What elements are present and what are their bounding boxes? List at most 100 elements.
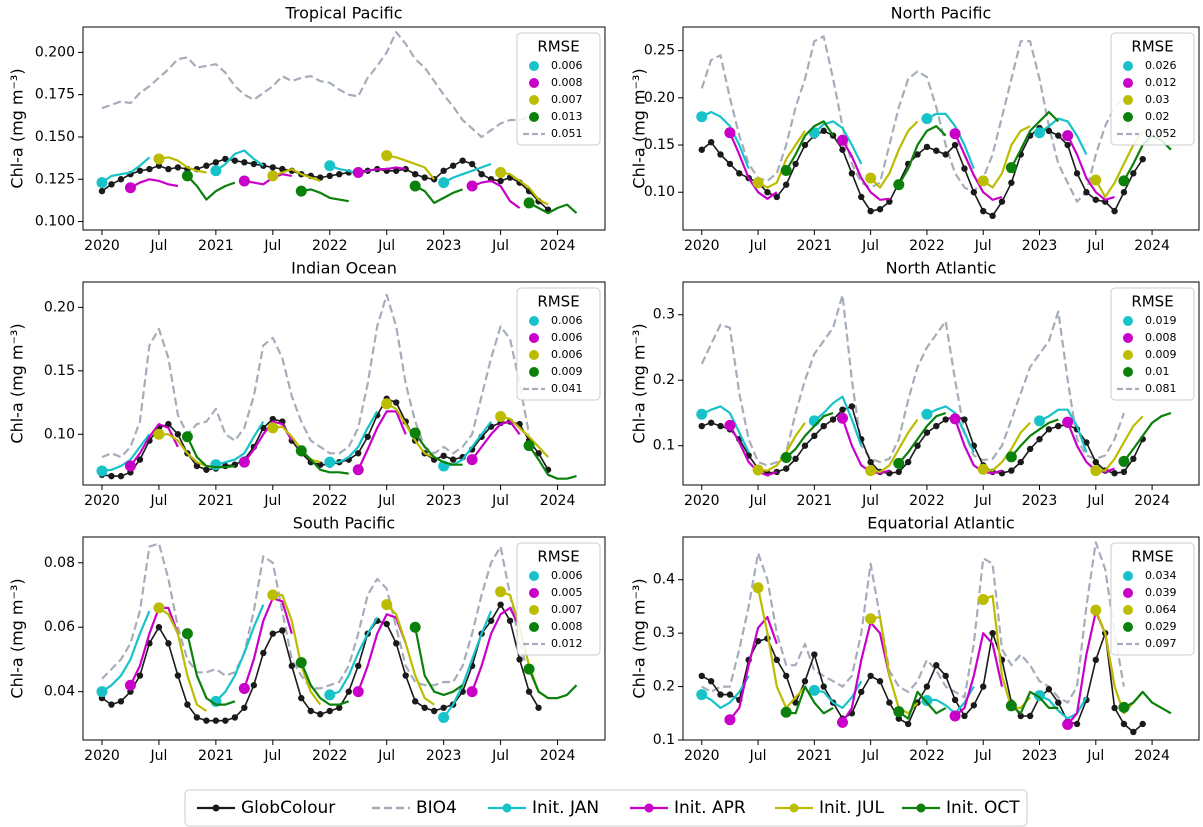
x-tick-label: Jul [377,748,395,764]
y-axis-label: Chl-a (mg m⁻³) [8,578,27,698]
y-tick-label: 0.15 [644,137,675,153]
rmse-title: RMSE [1131,548,1173,566]
legend-box [184,789,1028,827]
data-point [1026,712,1034,720]
series-line [186,175,578,215]
series-line [701,110,1088,170]
data-point [1064,141,1071,149]
x-tick-label: 2023 [426,748,462,764]
data-point [393,399,400,406]
init-marker [836,716,848,728]
rmse-value: 0.013 [551,110,583,123]
y-tick-label: 0.4 [653,572,675,588]
data-point [1045,426,1053,433]
rmse-value: 0.034 [1145,569,1177,582]
data-point [1073,720,1081,728]
y-tick-label: 0.175 [35,87,75,103]
init-marker [466,454,478,466]
y-tick-label: 0.15 [44,363,75,379]
data-point [792,160,799,168]
x-tick-label: 2023 [426,493,462,509]
rmse-value: 0.064 [1145,603,1177,616]
init-marker [495,410,507,422]
init-marker [438,177,450,189]
rmse-key [1123,61,1133,71]
init-marker [181,170,193,182]
data-point [717,422,724,430]
rmse-key [529,333,539,343]
data-point [820,127,827,135]
rmse-key [1123,78,1133,88]
data-point [355,662,362,670]
series-line [101,293,531,459]
panel-title: Tropical Pacific [284,4,402,23]
x-tick-label: Jul [491,748,509,764]
init-marker [495,586,507,598]
x-tick-label: Jul [861,238,879,254]
init-marker [724,714,736,726]
y-tick-label: 0.2 [653,679,675,695]
init-marker [523,440,535,452]
y-tick-label: 0.2 [653,372,675,388]
data-point [440,167,447,174]
x-tick-label: 2021 [198,748,234,764]
rmse-key [1123,588,1133,598]
data-point [848,170,856,177]
data-point [1111,207,1118,215]
panel-title: Indian Ocean [291,259,397,278]
init-marker [1034,127,1046,139]
init-marker [893,706,905,718]
init-marker [495,166,507,178]
x-tick-label: Jul [491,493,509,509]
data-point [914,151,921,158]
data-point [478,170,485,178]
x-tick-label: 2022 [909,238,945,254]
x-tick-label: Jul [377,238,395,254]
rmse-value: 0.03 [1145,93,1170,106]
data-point [1130,728,1137,736]
data-point [326,172,333,180]
data-point [1111,470,1118,477]
series-line [129,597,521,693]
y-axis-label: Chl-a (mg m⁻³) [8,68,27,188]
series-line [101,410,492,473]
init-marker [181,628,193,640]
data-point [783,465,790,472]
x-tick-label: 2021 [797,493,833,509]
x-tick-label: Jul [1086,238,1104,254]
data-point [783,672,790,680]
data-point [279,165,286,173]
y-tick-label: 0.125 [35,171,75,187]
x-tick-label: Jul [263,493,281,509]
legend-marker [212,804,220,812]
series-line [700,294,1125,467]
data-point [440,452,447,460]
panel: North Atlantic Chl-a (mg m⁻³)0.1 0.2 0.3 202… [630,259,1200,509]
rmse-value: 0.097 [1145,637,1177,650]
x-tick-label: 2022 [909,493,945,509]
x-tick-label: 2022 [312,238,348,254]
data-point [1055,132,1062,139]
init-marker [210,165,222,177]
data-point [355,450,362,457]
data-point [754,637,762,645]
x-tick-label: 2020 [84,493,120,509]
init-marker [1118,701,1130,713]
init-marker [409,180,421,192]
data-point [421,174,428,181]
init-marker [780,451,792,463]
data-point [707,678,715,685]
legend-marker [644,803,654,813]
data-point [858,193,865,201]
init-marker [1062,719,1074,731]
series-line [101,604,493,719]
data-point [1092,196,1100,203]
init-marker [752,464,764,476]
data-point [241,704,248,711]
init-marker [1005,162,1017,174]
x-tick-label: Jul [149,493,167,509]
rmse-value: 0.006 [551,59,583,72]
data-point [970,702,978,709]
y-tick-label: 0.20 [644,90,675,106]
data-point [1120,468,1128,476]
